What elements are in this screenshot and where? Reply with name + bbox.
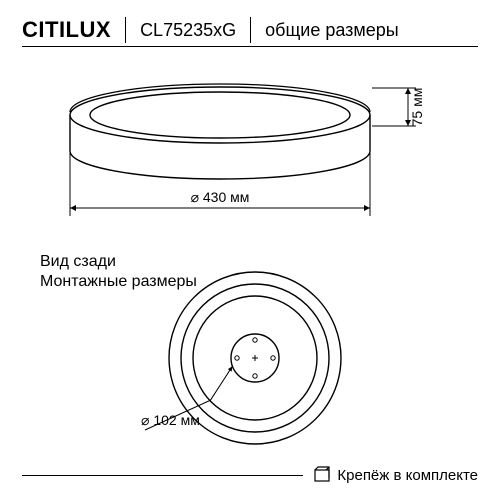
footer-text: Крепёж в комплекте [337,467,478,484]
footer-rule [22,475,303,476]
header-divider [125,17,126,43]
side-view-diagram: ⌀ 430 мм 75 мм [40,60,460,240]
model-code: CL75235xG [140,20,236,41]
header-rule [22,46,478,47]
page-title: общие размеры [265,20,399,41]
svg-text:⌀ 430 мм: ⌀ 430 мм [191,189,250,205]
rear-view-diagram: ⌀ 102 мм [135,262,355,462]
brand-logo: CITILUX [22,17,111,43]
footer: Крепёж в комплекте [22,466,478,484]
svg-text:75 мм: 75 мм [409,88,425,127]
box-icon [313,466,331,484]
footer-note: Крепёж в комплекте [313,466,478,484]
header: CITILUX CL75235xG общие размеры [0,14,500,46]
svg-text:⌀ 102 мм: ⌀ 102 мм [141,412,200,428]
header-divider [250,17,251,43]
